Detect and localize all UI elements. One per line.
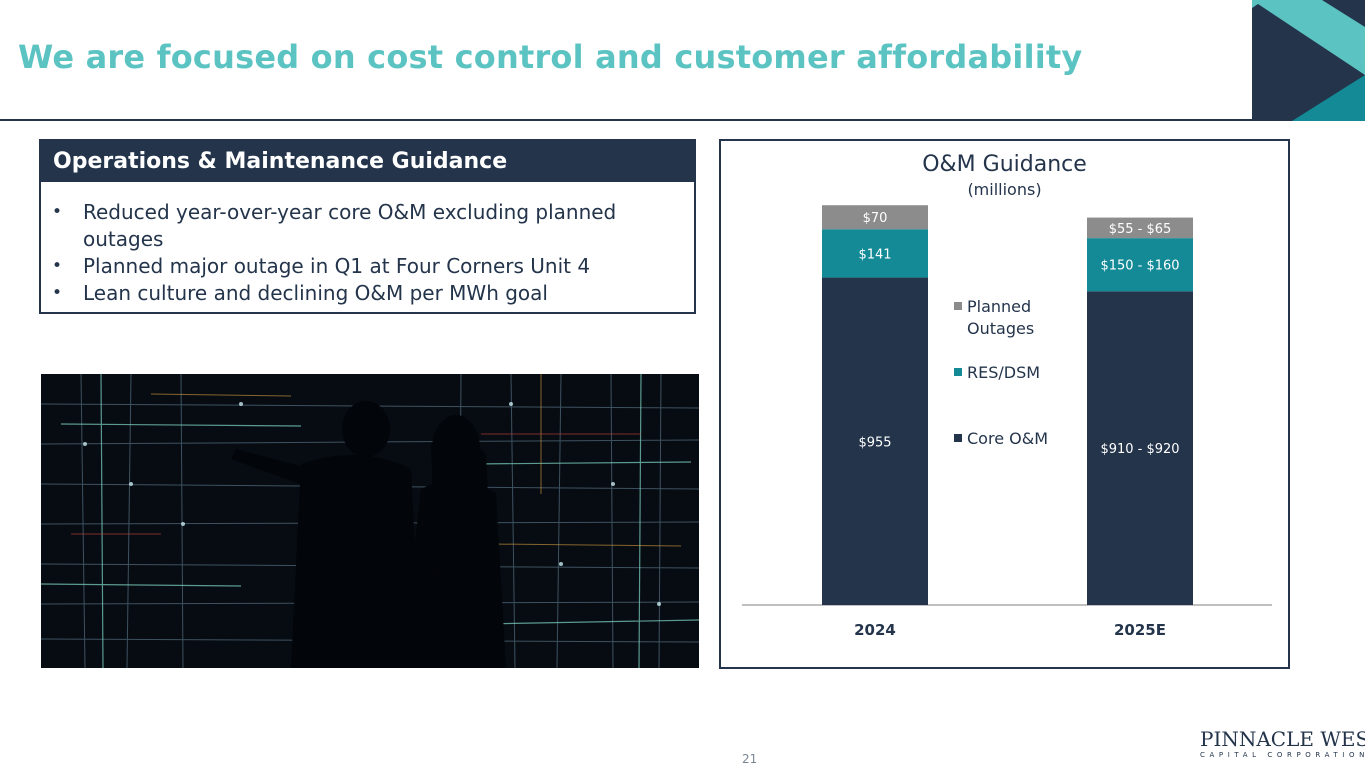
bar-segment: [1087, 217, 1193, 239]
legend-swatch: [954, 302, 962, 310]
list-item-text: Planned major outage in Q1 at Four Corne…: [83, 254, 591, 278]
bar-value-label: $955: [858, 435, 891, 450]
chart-title: O&M Guidance: [922, 152, 1087, 177]
bar-segment: [822, 277, 928, 605]
list-item-text: Reduced year-over-year core O&M excludin…: [83, 200, 617, 251]
logo-subtitle: CAPITAL CORPORATION: [1200, 751, 1365, 759]
bar-segment: [822, 229, 928, 278]
chart-panel: [719, 139, 1290, 669]
page-title: We are focused on cost control and custo…: [18, 38, 1083, 76]
legend-label: Core O&M: [967, 429, 1048, 448]
guidance-header: Operations & Maintenance Guidance: [41, 141, 694, 182]
bar-segment: [1087, 291, 1193, 605]
page-number: 21: [742, 752, 758, 766]
guidance-box: Operations & Maintenance Guidance • Reduc…: [39, 139, 696, 314]
legend-label: RES/DSM: [967, 363, 1040, 382]
legend-label: Planned Outages: [967, 297, 1034, 338]
category-label: 2024: [854, 621, 896, 639]
bar-value-label: $150 - $160: [1100, 259, 1179, 274]
list-item: • Reduced year-over-year core O&M excludi…: [52, 199, 683, 253]
bar-value-label: $141: [858, 247, 891, 262]
corner-decoration: [1252, 0, 1365, 121]
legend-swatch: [954, 368, 962, 376]
bullet-icon: •: [52, 256, 63, 276]
list-item-text: Lean culture and declining O&M per MWh g…: [83, 281, 548, 305]
control-room-photo: [41, 374, 699, 668]
bullet-icon: •: [52, 283, 63, 303]
list-item: • Lean culture and declining O&M per MWh …: [52, 280, 683, 307]
bullet-icon: •: [52, 202, 63, 222]
chart-subtitle: (millions): [967, 180, 1042, 199]
title-divider: [0, 119, 1365, 121]
bar-value-label: $55 - $65: [1109, 222, 1172, 237]
legend-swatch: [954, 434, 962, 442]
guidance-list: • Reduced year-over-year core O&M excludi…: [41, 182, 694, 307]
list-item: • Planned major outage in Q1 at Four Corn…: [52, 253, 683, 280]
category-label: 2025E: [1114, 621, 1166, 639]
bar-segment: [1087, 238, 1193, 292]
bar-value-label: $70: [863, 211, 888, 226]
bar-value-label: $910 - $920: [1100, 442, 1179, 457]
company-logo: PINNACLE WEST CAPITAL CORPORATION: [1200, 727, 1365, 760]
bar-segment: [822, 205, 928, 230]
logo-name: PINNACLE WEST: [1200, 727, 1365, 751]
